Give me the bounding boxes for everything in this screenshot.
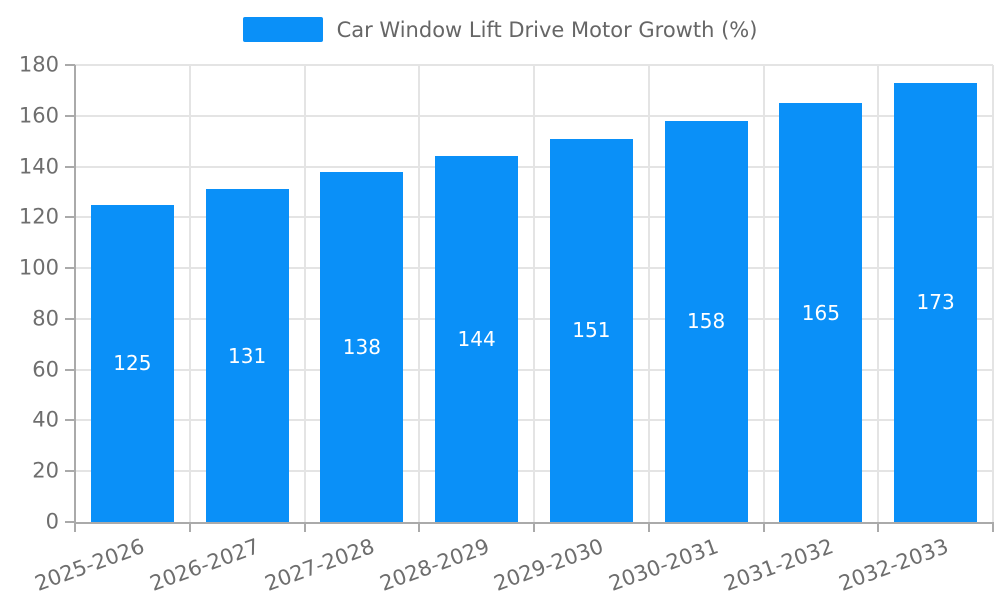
x-gridline bbox=[877, 65, 880, 522]
y-tick-label: 20 bbox=[32, 458, 59, 483]
bar-2032-2033[interactable]: 173 bbox=[894, 82, 978, 522]
bar-value-label: 151 bbox=[572, 318, 611, 343]
bar-value-label: 138 bbox=[342, 334, 381, 359]
y-axis-line bbox=[74, 65, 76, 524]
x-tick-label: 2025-2026 bbox=[32, 534, 148, 596]
x-axis-tick bbox=[762, 522, 765, 532]
bar-2026-2027[interactable]: 131 bbox=[205, 189, 289, 522]
x-axis-tick bbox=[303, 522, 306, 532]
bar-value-label: 173 bbox=[916, 290, 955, 315]
x-gridline bbox=[303, 65, 306, 522]
y-axis-tick bbox=[65, 267, 75, 270]
x-tick-label: 2026-2027 bbox=[146, 534, 263, 596]
x-tick-label: 2029-2030 bbox=[491, 534, 607, 596]
x-gridline bbox=[533, 65, 535, 522]
x-gridline bbox=[992, 65, 994, 522]
x-tick-label: 2030-2031 bbox=[605, 534, 722, 596]
legend-swatch bbox=[242, 17, 323, 42]
x-axis-tick bbox=[533, 522, 535, 532]
y-tick-label: 140 bbox=[18, 154, 59, 179]
bar-2027-2028[interactable]: 138 bbox=[320, 171, 404, 522]
y-axis-tick bbox=[65, 419, 75, 422]
bar-value-label: 165 bbox=[801, 300, 840, 325]
y-axis-tick bbox=[65, 470, 75, 473]
x-axis-tick bbox=[418, 522, 421, 532]
legend-label: Car Window Lift Drive Motor Growth (%) bbox=[336, 17, 758, 42]
x-axis-line bbox=[75, 522, 993, 524]
legend[interactable]: Car Window Lift Drive Motor Growth (%) bbox=[0, 17, 1000, 42]
y-tick-label: 180 bbox=[18, 52, 59, 77]
y-axis-tick bbox=[65, 368, 75, 371]
y-tick-label: 100 bbox=[18, 255, 59, 280]
y-tick-label: 80 bbox=[32, 306, 59, 331]
x-tick-label: 2027-2028 bbox=[261, 534, 378, 596]
x-tick-label: 2028-2029 bbox=[376, 534, 493, 596]
bar-2029-2030[interactable]: 151 bbox=[549, 138, 633, 522]
bar-2028-2029[interactable]: 144 bbox=[435, 156, 519, 522]
bar-2030-2031[interactable]: 158 bbox=[664, 120, 748, 522]
bar-value-label: 125 bbox=[113, 351, 152, 376]
x-axis-tick bbox=[647, 522, 650, 532]
bar-value-label: 158 bbox=[687, 309, 726, 334]
y-tick-label: 40 bbox=[32, 407, 59, 432]
x-axis-tick bbox=[188, 522, 191, 532]
y-axis-tick bbox=[65, 165, 75, 168]
y-axis-tick bbox=[65, 317, 75, 320]
y-tick-label: 120 bbox=[18, 204, 59, 229]
y-axis-tick bbox=[65, 521, 75, 523]
y-axis-tick bbox=[65, 114, 75, 117]
y-tick-label: 60 bbox=[32, 357, 59, 382]
x-axis-tick bbox=[992, 522, 994, 532]
x-tick-label: 2031-2032 bbox=[720, 534, 837, 596]
x-gridline bbox=[418, 65, 421, 522]
y-tick-label: 160 bbox=[18, 103, 59, 128]
x-gridline bbox=[188, 65, 191, 522]
y-axis-tick bbox=[65, 216, 75, 219]
bar-value-label: 144 bbox=[457, 327, 496, 352]
bar-2025-2026[interactable]: 125 bbox=[90, 204, 174, 522]
x-gridline bbox=[647, 65, 650, 522]
x-tick-label: 2032-2033 bbox=[835, 534, 952, 596]
bar-2031-2032[interactable]: 165 bbox=[779, 103, 863, 522]
bar-value-label: 131 bbox=[228, 343, 267, 368]
y-axis-tick bbox=[65, 64, 75, 66]
x-axis-tick bbox=[74, 522, 76, 532]
x-gridline bbox=[762, 65, 765, 522]
x-axis-tick bbox=[877, 522, 880, 532]
y-tick-label: 0 bbox=[45, 509, 59, 534]
